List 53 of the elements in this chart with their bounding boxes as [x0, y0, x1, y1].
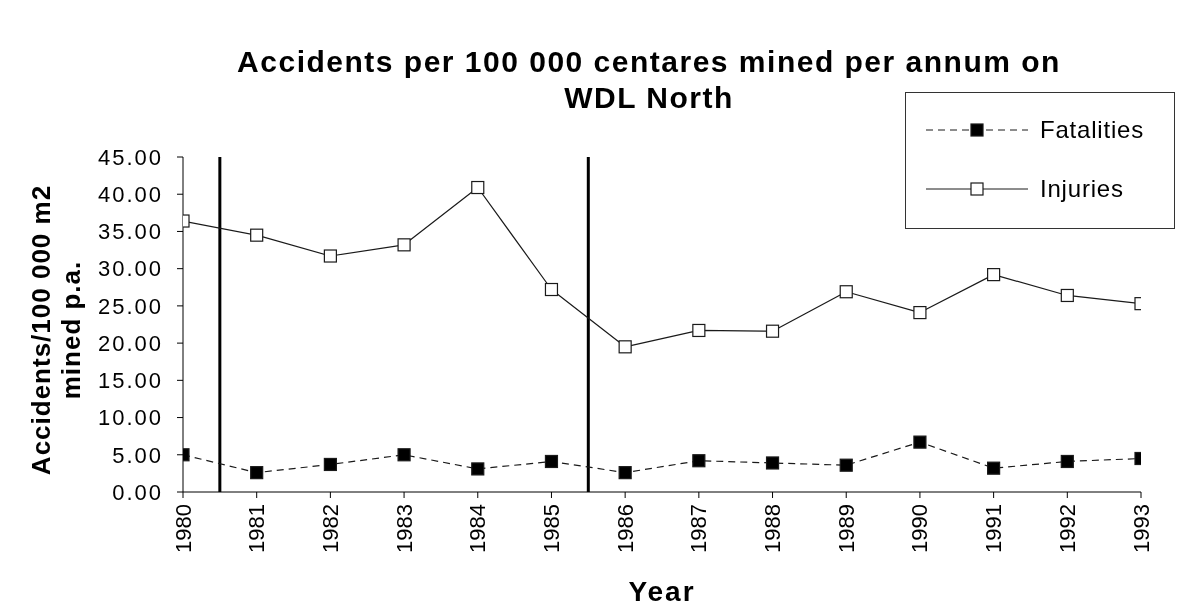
chart-title: Accidents per 100 000 centares mined per annum on WDL North [236, 44, 1062, 116]
point [692, 323, 706, 338]
x-tick-label: 1983 [391, 504, 417, 553]
point [913, 305, 927, 320]
x-tick-label: 1981 [244, 504, 270, 553]
point [765, 456, 780, 470]
point [471, 462, 485, 476]
legend-label: Fatalities [1040, 115, 1145, 144]
y-tick-label: 0.00 [112, 479, 163, 505]
point [839, 285, 853, 299]
point [618, 466, 632, 480]
point [987, 461, 1001, 475]
point [250, 228, 264, 242]
point [839, 458, 853, 472]
point [250, 466, 264, 480]
x-tick-label: 1986 [612, 504, 638, 553]
point [618, 340, 632, 354]
point [765, 324, 780, 338]
point [323, 249, 337, 263]
y-tick-label: 35.00 [97, 219, 163, 245]
point [913, 435, 927, 449]
x-tick-label: 1992 [1054, 504, 1080, 553]
x-axis-title: Year [627, 576, 697, 606]
x-tick-label: 1982 [317, 504, 343, 553]
y-tick-label: 20.00 [97, 330, 163, 356]
y-tick-label: 25.00 [97, 293, 163, 319]
legend-label: Injuries [1040, 174, 1124, 203]
point [397, 238, 411, 252]
x-tick-label: 1991 [981, 504, 1007, 553]
x-tick-label: 1990 [907, 504, 933, 553]
x-tick-label: 1985 [538, 504, 564, 553]
point [397, 448, 411, 462]
x-tick-label: 1987 [686, 504, 712, 553]
point [692, 454, 706, 468]
point [987, 268, 1001, 282]
point [1060, 288, 1074, 303]
y-axis-title: Accidents/100 000 m2 mined p.a. [26, 183, 86, 478]
y-tick-label: 15.00 [97, 368, 163, 394]
x-tick-label: 1980 [170, 504, 196, 553]
point [544, 282, 559, 297]
x-tick-label: 1988 [760, 504, 786, 553]
x-tick-label: 1984 [465, 504, 491, 553]
y-tick-label: 40.00 [97, 182, 163, 208]
point [471, 180, 485, 195]
x-tick-label: 1989 [833, 504, 859, 553]
x-tick-label: 1993 [1128, 504, 1154, 553]
y-tick-label: 10.00 [97, 405, 163, 431]
y-tick-label: 30.00 [97, 256, 163, 282]
point [544, 454, 559, 469]
y-tick-label: 5.00 [112, 442, 163, 468]
point [1060, 454, 1074, 469]
y-tick-label: 45.00 [97, 144, 163, 170]
point [323, 457, 337, 472]
